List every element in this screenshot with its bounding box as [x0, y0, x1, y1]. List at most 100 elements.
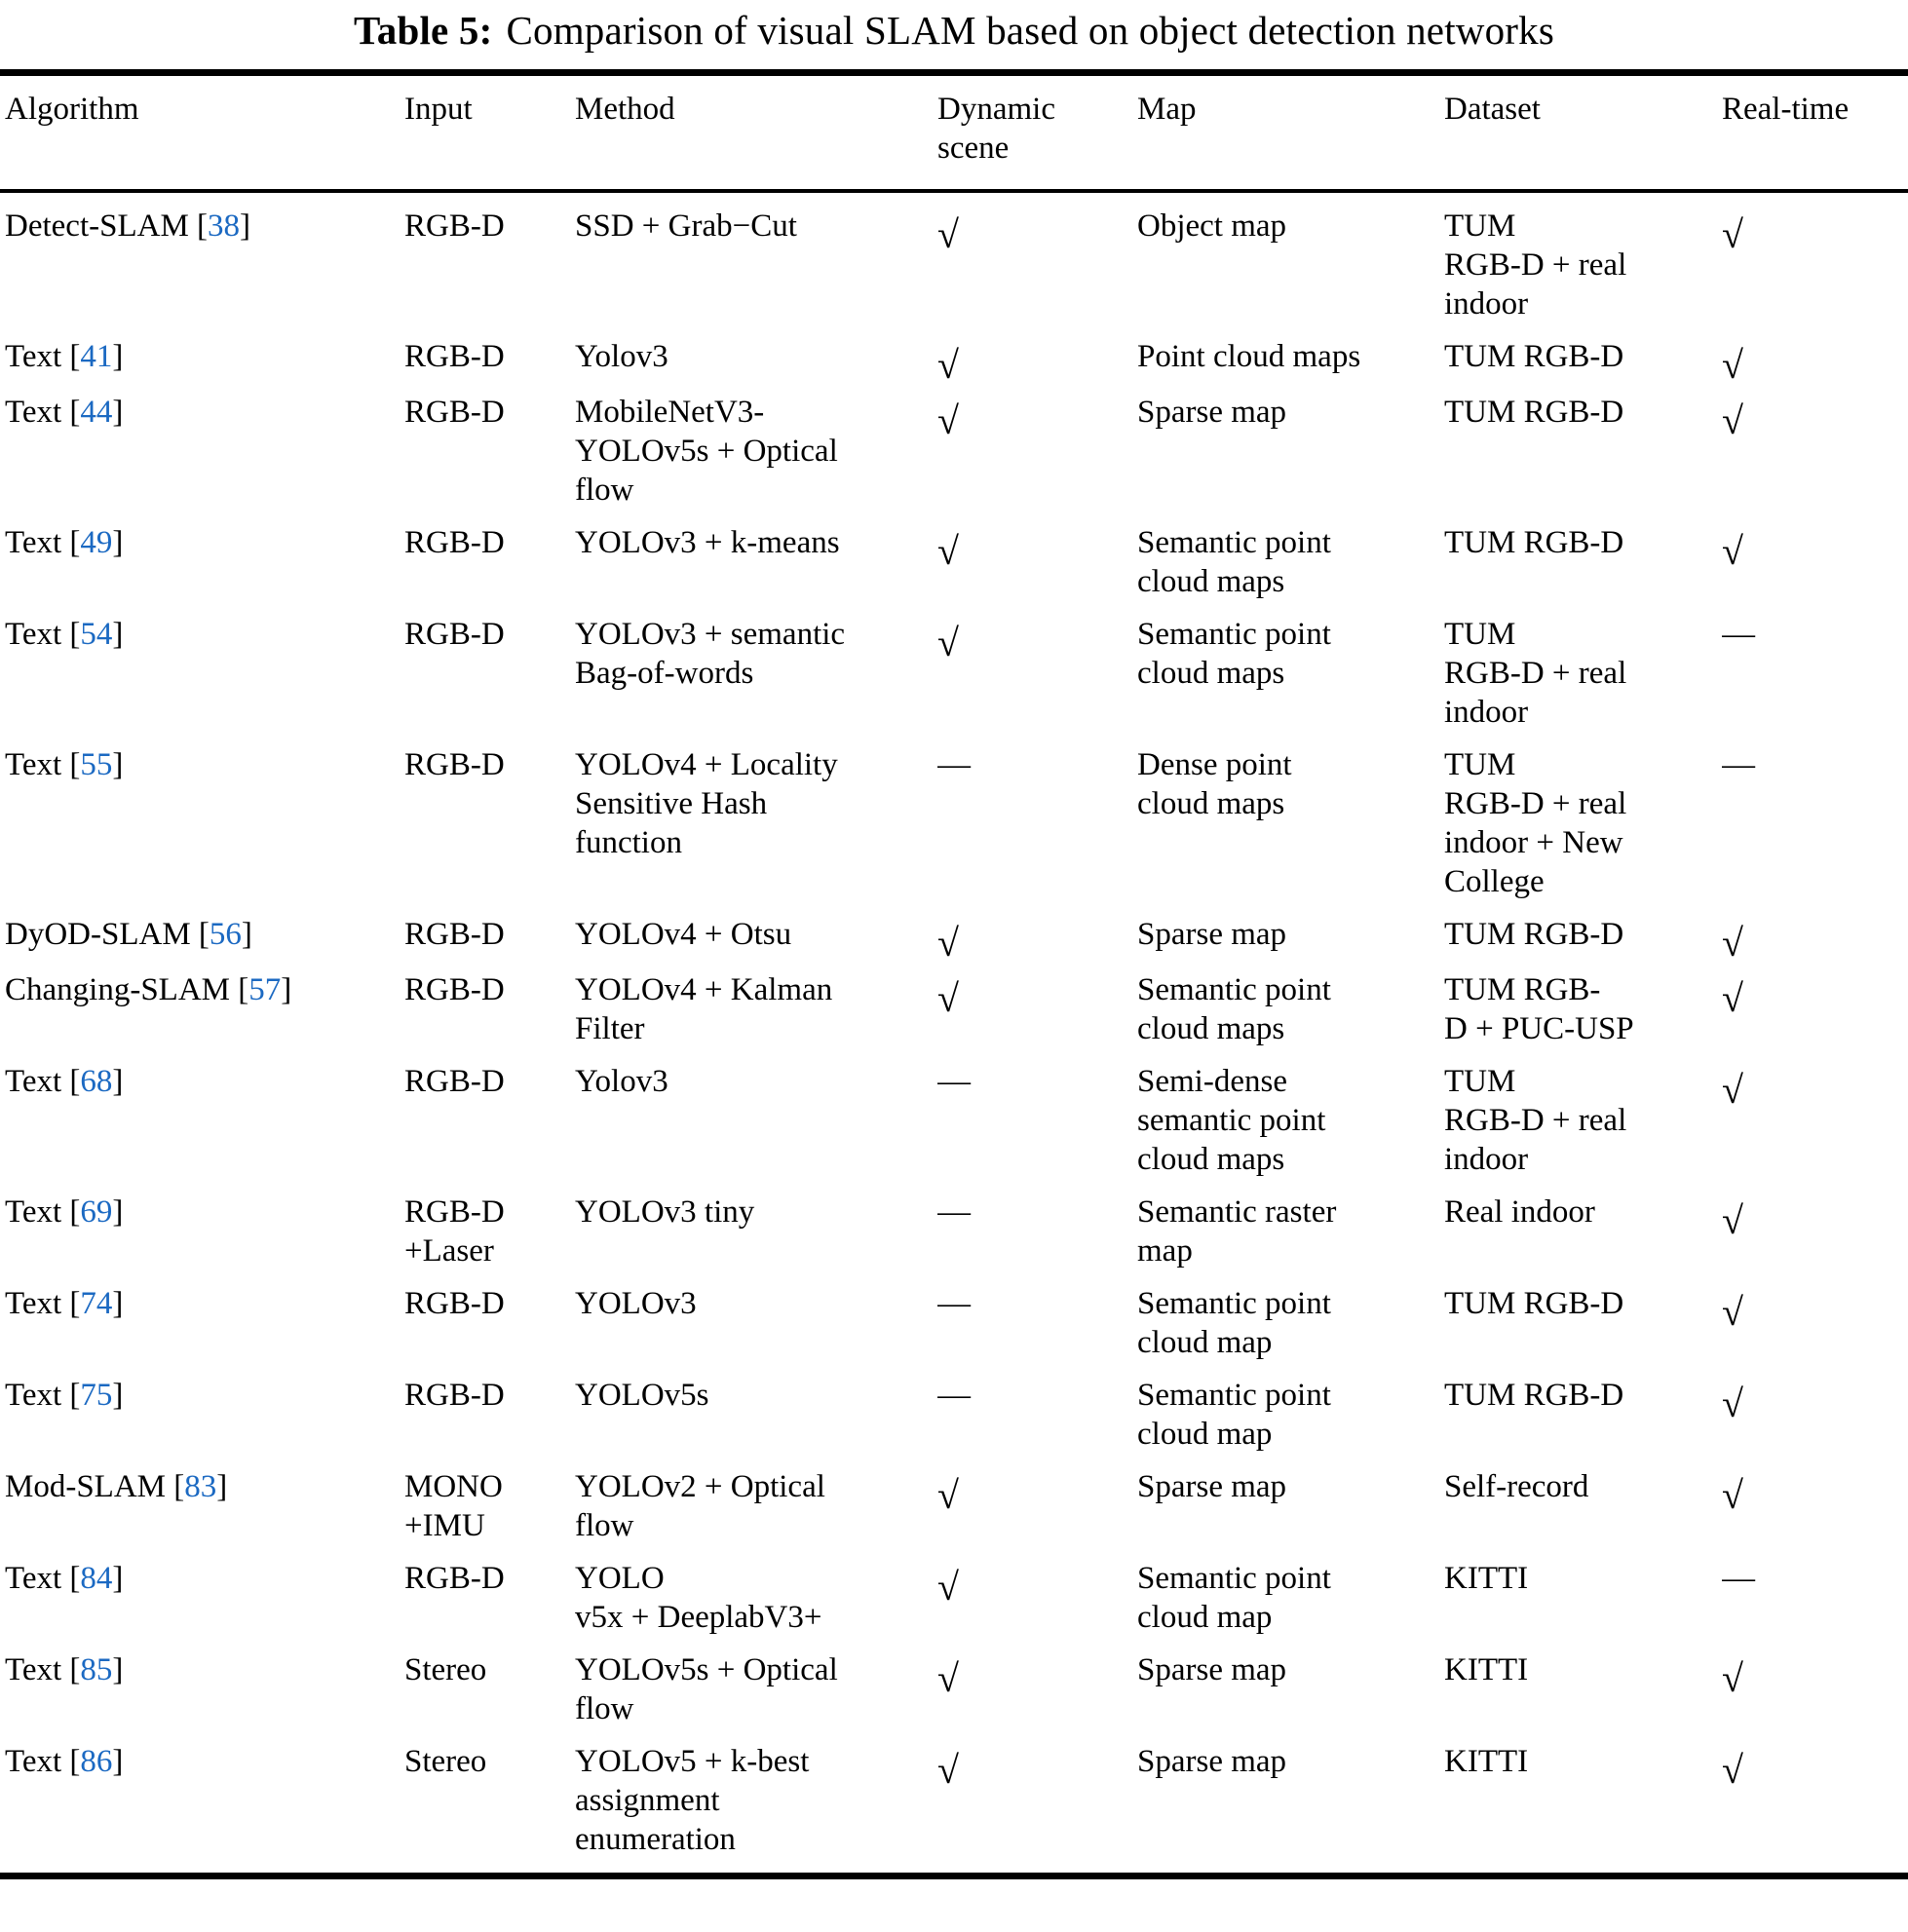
- bracket-close: ]: [112, 747, 124, 783]
- citation[interactable]: [84]: [69, 1561, 123, 1596]
- citation-number[interactable]: 83: [184, 1469, 217, 1505]
- cell-algorithm: Detect-SLAM [38]: [0, 191, 404, 337]
- bracket-open: [: [198, 917, 210, 953]
- cell-input: RGB-D: [404, 339, 505, 375]
- dynamic-scene-mark: √: [937, 621, 959, 665]
- cell-dataset: TUM RGB-D + real indoor: [1444, 1064, 1627, 1178]
- table-row: Text [49] RGB-D YOLOv3 + k-means √ Seman…: [0, 523, 1908, 615]
- algorithm-name: Text: [5, 1194, 62, 1231]
- citation-number[interactable]: 57: [248, 972, 282, 1008]
- bracket-open: [: [69, 747, 81, 783]
- citation-number[interactable]: 68: [80, 1064, 113, 1100]
- citation[interactable]: [75]: [69, 1378, 123, 1413]
- algorithm-name: Changing-SLAM: [5, 972, 230, 1008]
- cell-real-time: —: [1722, 745, 1908, 915]
- table-row: Text [41] RGB-D Yolov3 √ Point cloud map…: [0, 337, 1908, 393]
- cell-dataset: TUM RGB-D: [1444, 525, 1624, 561]
- cell-real-time: √: [1722, 1062, 1908, 1193]
- citation[interactable]: [68]: [69, 1064, 123, 1099]
- citation-number[interactable]: 86: [80, 1744, 113, 1780]
- citation-number[interactable]: 49: [80, 525, 113, 561]
- cell-map: Dense point cloud maps: [1137, 747, 1292, 822]
- cell-method: SSD + Grab−Cut: [575, 208, 797, 245]
- bracket-open: [: [69, 1286, 81, 1322]
- cell-dataset: TUM RGB-D: [1444, 395, 1624, 431]
- citation-number[interactable]: 41: [80, 339, 113, 375]
- citation[interactable]: [56]: [199, 917, 252, 952]
- cell-real-time: √: [1722, 191, 1908, 337]
- cell-method: YOLOv4 + Kalman Filter: [575, 972, 833, 1047]
- bracket-open: [: [238, 972, 249, 1008]
- bracket-close: ]: [112, 339, 124, 375]
- cell-real-time: √: [1722, 337, 1908, 393]
- algorithm-name: Text: [5, 1064, 62, 1100]
- citation[interactable]: [57]: [238, 972, 291, 1007]
- cell-dynamic-scene: √: [937, 615, 1137, 745]
- table-caption-label: Table 5:: [353, 8, 493, 53]
- citation[interactable]: [86]: [69, 1744, 123, 1779]
- cell-method: YOLOv5 + k-best assignment enumeration: [575, 1744, 810, 1858]
- cell-input: RGB-D: [404, 917, 505, 953]
- cell-dynamic-scene: —: [937, 1193, 1137, 1284]
- cell-method: YOLOv5s + Optical flow: [575, 1652, 838, 1727]
- col-header-map: Map: [1137, 72, 1444, 194]
- cell-dynamic-scene: —: [937, 1376, 1137, 1467]
- cell-method: YOLOv3 + semantic Bag-of-words: [575, 617, 846, 692]
- algorithm-name: Text: [5, 1652, 62, 1688]
- col-header-real-time: Real-time: [1722, 72, 1908, 194]
- cell-dataset: TUM RGB-D: [1444, 339, 1624, 375]
- citation[interactable]: [38]: [197, 208, 250, 244]
- bracket-close: ]: [112, 1194, 124, 1231]
- cell-algorithm: Text [41]: [0, 337, 404, 393]
- cell-real-time: √: [1722, 393, 1908, 523]
- cell-map: Sparse map: [1137, 395, 1287, 431]
- dynamic-scene-mark: —: [937, 1285, 971, 1322]
- cell-algorithm: Text [54]: [0, 615, 404, 745]
- algorithm-name: Mod-SLAM: [5, 1469, 167, 1505]
- citation-number[interactable]: 44: [80, 395, 113, 431]
- bracket-open: [: [69, 1744, 81, 1780]
- citation[interactable]: [41]: [69, 339, 123, 374]
- cell-algorithm: Text [44]: [0, 393, 404, 523]
- citation[interactable]: [44]: [69, 395, 123, 430]
- citation[interactable]: [55]: [69, 747, 123, 782]
- citation[interactable]: [83]: [173, 1469, 227, 1504]
- citation[interactable]: [49]: [69, 525, 123, 560]
- citation-number[interactable]: 54: [80, 617, 113, 653]
- cell-dataset: TUM RGB-D + real indoor + New College: [1444, 747, 1627, 900]
- cell-map: Semantic point cloud map: [1137, 1286, 1331, 1361]
- citation-number[interactable]: 74: [80, 1286, 113, 1322]
- cell-dataset: KITTI: [1444, 1652, 1529, 1688]
- cell-dynamic-scene: √: [937, 1742, 1137, 1876]
- citation-number[interactable]: 84: [80, 1561, 113, 1597]
- table-row: Text [85] Stereo YOLOv5s + Optical flow …: [0, 1650, 1908, 1742]
- cell-real-time: √: [1722, 1650, 1908, 1742]
- dynamic-scene-mark: √: [937, 921, 959, 966]
- citation[interactable]: [54]: [69, 617, 123, 652]
- cell-map: Semantic point cloud maps: [1137, 525, 1331, 600]
- table-row: Text [84] RGB-D YOLO v5x + DeeplabV3+ √ …: [0, 1559, 1908, 1650]
- citation-number[interactable]: 75: [80, 1378, 113, 1414]
- real-time-mark: —: [1722, 746, 1755, 783]
- cell-real-time: √: [1722, 1467, 1908, 1559]
- citation-number[interactable]: 55: [80, 747, 113, 783]
- cell-dynamic-scene: √: [937, 1650, 1137, 1742]
- citation-number[interactable]: 85: [80, 1652, 113, 1688]
- algorithm-name: Detect-SLAM: [5, 208, 189, 245]
- cell-map: Sparse map: [1137, 1652, 1287, 1688]
- col-header-dynamic-scene: Dynamic scene: [937, 72, 1137, 194]
- citation[interactable]: [69]: [69, 1194, 123, 1230]
- table-row: Text [69] RGB-D +Laser YOLOv3 tiny — Sem…: [0, 1193, 1908, 1284]
- bracket-close: ]: [112, 1064, 124, 1100]
- citation-number[interactable]: 69: [80, 1194, 113, 1231]
- cell-map: Point cloud maps: [1137, 339, 1361, 375]
- cell-real-time: √: [1722, 1193, 1908, 1284]
- citation[interactable]: [85]: [69, 1652, 123, 1687]
- algorithm-name: Text: [5, 1561, 62, 1597]
- cell-dataset: KITTI: [1444, 1561, 1529, 1597]
- citation[interactable]: [74]: [69, 1286, 123, 1321]
- citation-number[interactable]: 56: [209, 917, 242, 953]
- citation-number[interactable]: 38: [208, 208, 241, 245]
- dynamic-scene-mark: —: [937, 1193, 971, 1231]
- cell-map: Semantic point cloud maps: [1137, 972, 1331, 1047]
